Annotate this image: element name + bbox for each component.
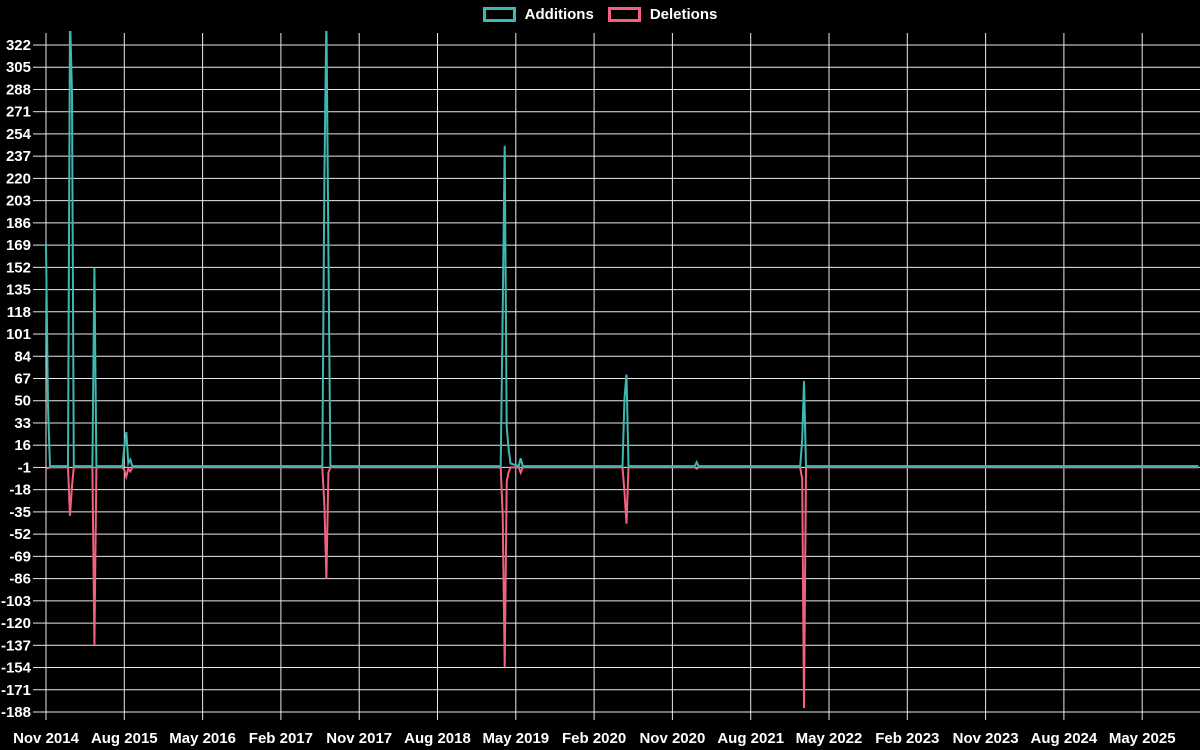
y-tick-label: 50: [14, 393, 31, 410]
y-tick-label: -35: [9, 504, 31, 521]
y-tick-label: 169: [6, 237, 31, 254]
x-tick-label: Aug 2015: [91, 730, 158, 747]
chart-legend: Additions Deletions: [0, 6, 1200, 23]
y-tick-label: -137: [1, 637, 31, 654]
additions-label: Additions: [524, 6, 594, 23]
additions-line: [45, 31, 1199, 468]
x-tick-label: Nov 2020: [639, 730, 705, 747]
x-tick-label: Nov 2014: [13, 730, 80, 747]
y-tick-label: -86: [9, 571, 31, 588]
y-tick-label: 67: [14, 371, 31, 388]
y-tick-label: 84: [14, 348, 31, 365]
x-tick-label: Feb 2017: [249, 730, 313, 747]
x-tick-label: May 2016: [169, 730, 236, 747]
y-tick-label: -103: [1, 593, 31, 610]
y-tick-label: -69: [9, 548, 31, 565]
x-tick-label: Feb 2023: [875, 730, 939, 747]
y-tick-label: -1: [18, 459, 31, 476]
x-tick-label: Nov 2017: [326, 730, 392, 747]
y-tick-label: 322: [6, 37, 31, 54]
y-tick-label: 254: [6, 126, 32, 143]
y-tick-label: 288: [6, 81, 31, 98]
x-tick-label: Aug 2018: [404, 730, 471, 747]
deletions-swatch: [607, 7, 641, 22]
x-tick-label: Nov 2023: [953, 730, 1019, 747]
x-tick-label: Feb 2020: [562, 730, 626, 747]
y-tick-label: -188: [1, 704, 31, 721]
y-tick-label: -154: [1, 660, 32, 677]
deletions-label: Deletions: [649, 6, 718, 23]
y-tick-label: 305: [6, 59, 31, 76]
y-tick-label: 220: [6, 170, 31, 187]
x-tick-label: May 2022: [796, 730, 863, 747]
y-tick-label: -52: [9, 526, 31, 543]
deletions-line: [45, 466, 1199, 709]
y-tick-label: 203: [6, 193, 31, 210]
additions-swatch: [482, 7, 516, 22]
y-tick-label: 186: [6, 215, 31, 232]
x-tick-label: Aug 2021: [717, 730, 784, 747]
y-tick-label: 135: [6, 282, 31, 299]
y-tick-label: 237: [6, 148, 31, 165]
legend-item-additions[interactable]: Additions: [482, 6, 594, 23]
y-tick-label: -120: [1, 615, 31, 632]
legend-item-deletions[interactable]: Deletions: [607, 6, 718, 23]
y-tick-label: -18: [9, 482, 31, 499]
y-tick-label: 271: [6, 104, 31, 121]
x-tick-label: May 2025: [1109, 730, 1176, 747]
x-tick-label: Aug 2024: [1031, 730, 1098, 747]
y-tick-label: 101: [6, 326, 31, 343]
y-tick-label: 118: [7, 304, 31, 321]
y-tick-label: 16: [14, 437, 31, 454]
y-tick-label: 152: [6, 259, 31, 276]
y-tick-label: 33: [14, 415, 31, 432]
y-tick-label: -171: [1, 682, 31, 699]
x-tick-label: May 2019: [482, 730, 549, 747]
